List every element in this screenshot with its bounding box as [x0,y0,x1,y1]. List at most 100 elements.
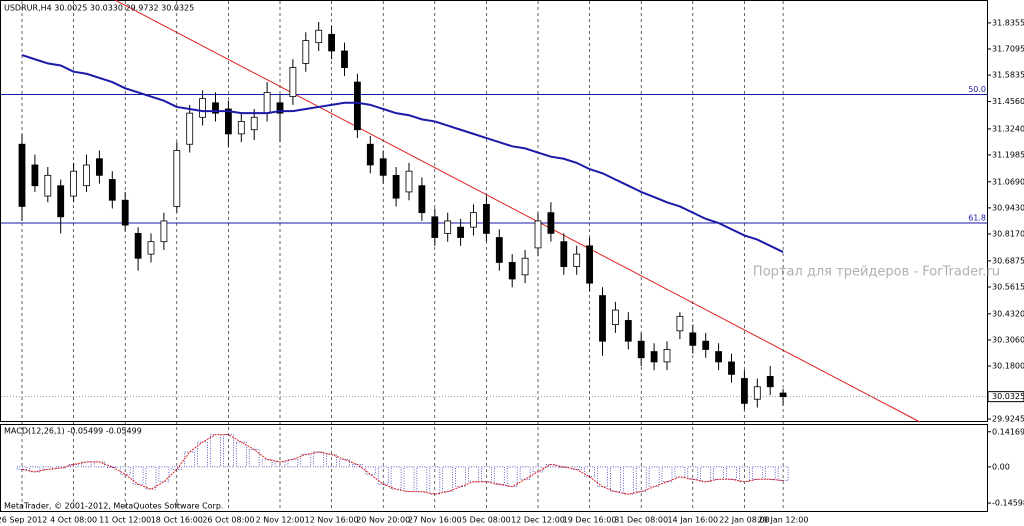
candle-body [250,116,258,131]
macd-bar [571,466,583,470]
y-tick-label: 31.8355 [992,18,1024,27]
macd-bar [674,466,686,478]
x-tick-label: 29 Jan 12:00 [758,516,809,525]
candle-body [44,174,52,197]
candle-body [18,143,26,207]
macd-bar [377,466,389,485]
macd-bar [390,466,402,490]
macd-bar [287,459,299,468]
macd-bar [584,466,595,478]
macd-bar [145,466,157,490]
x-tick-label: 26 Oct 08:00 [202,516,254,525]
macd-bar [519,466,531,480]
candle-body [573,253,581,267]
candle-body [341,50,348,68]
macd-bar [558,466,570,468]
macd-bar [364,466,376,475]
watermark: Портал для трейдеров - ForTrader.ru [753,265,1000,280]
x-tick-label: 2 Nov 12:00 [256,516,305,525]
candle-body [779,392,787,398]
candle-body [637,340,645,359]
macd-bar [158,466,170,483]
candle-body [121,199,129,226]
x-tick-label: 19 Dec 16:00 [563,516,617,525]
y-tick-label: -0.14598 [992,499,1024,508]
candle-body [199,98,207,118]
macd-bar [55,466,67,469]
candle-body [728,361,735,375]
x-tick-label: 5 Dec 08:00 [462,516,511,525]
candle-body [134,232,142,259]
macd-bar [493,466,505,485]
macd-title: MACD(12,26,1) -0.05499 -0.05499 [4,427,142,436]
y-tick-label: 30.6875 [992,256,1024,265]
candle-body [444,220,452,234]
moving-average [21,54,784,253]
macd-bar [403,466,415,493]
macd-bar [700,466,712,483]
candle-body [366,143,374,166]
candle-body [702,340,710,350]
candle-body [186,112,194,145]
x-tick-label: 14 Jan 16:00 [667,516,718,525]
macd-bar [442,466,454,493]
candle-body [379,158,387,176]
x-tick-label: 31 Dec 08:00 [614,516,668,525]
candle-body [547,212,555,234]
candle-body [405,170,413,193]
y-tick-label: 31.4560 [992,97,1024,106]
macd-bar [764,466,776,480]
candle-body [508,262,516,280]
y-tick-label: 31.0690 [992,177,1024,186]
x-tick-label: 22 Jan 08:00 [719,516,770,525]
y-tick-label: 30.3060 [992,335,1024,344]
x-tick-label: 18 Oct 16:00 [151,516,203,525]
candle-body [108,179,116,201]
x-tick-label: 26 Sep 2012 [0,516,47,525]
macd-bar [184,451,196,468]
macd-bar [171,466,183,470]
copyright: MetaTrader, © 2001-2012, MetaQuotes Soft… [4,502,223,511]
candle-body [173,150,181,207]
x-tick-label: 11 Oct 12:00 [99,516,151,525]
macd-frame [0,424,988,512]
macd-bar [81,461,92,468]
main-frame [0,0,988,422]
candle-body [766,376,774,388]
current-price-label: 30.0325 [992,392,1024,401]
candle-body [495,237,503,263]
candle-body [753,386,761,400]
x-tick-label: 20 Nov 20:00 [356,516,410,525]
y-tick-label: 0.00 [992,462,1010,471]
y-tick-label: 0.14169 [992,427,1024,436]
macd-signal [21,434,784,495]
macd-bar [29,466,41,473]
candle-body [470,212,477,228]
trend-line [114,0,921,423]
candle-body [57,185,65,218]
macd-bar [777,466,789,481]
macd-bar [648,466,660,488]
candle-body [353,81,361,131]
macd-bar [532,466,544,473]
y-tick-label: 30.8170 [992,230,1024,239]
candle-body [315,29,323,44]
x-tick-label: 27 Nov 16:00 [408,516,462,525]
candle-body [624,320,632,342]
macd-bar [506,466,518,488]
candle-body [689,332,697,346]
candle-body [392,174,400,199]
candle-body [586,245,593,284]
candle-body [715,351,722,363]
candle-body [237,121,245,135]
y-tick-label: 29.9245 [992,415,1024,424]
candle-body [83,164,90,187]
macd-bar [119,466,131,475]
macd-bar [455,466,466,488]
macd-bar [106,466,118,468]
candle-body [457,226,465,238]
y-tick-label: 31.3240 [992,124,1024,133]
x-tick-label: 12 Dec 12:00 [511,516,565,525]
current-price-box [987,391,1024,403]
